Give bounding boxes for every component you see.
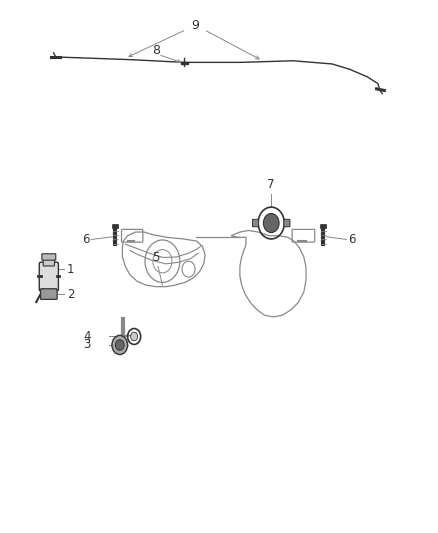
Text: 6: 6	[82, 233, 90, 246]
Circle shape	[112, 335, 127, 354]
FancyBboxPatch shape	[39, 262, 58, 291]
Text: 9: 9	[191, 19, 199, 32]
Text: 7: 7	[268, 178, 275, 191]
Text: 5: 5	[152, 251, 159, 264]
FancyBboxPatch shape	[321, 223, 326, 228]
Text: 8: 8	[152, 44, 160, 56]
FancyBboxPatch shape	[113, 223, 118, 228]
Text: 4: 4	[83, 330, 91, 343]
FancyBboxPatch shape	[253, 219, 258, 227]
Text: 6: 6	[348, 233, 356, 246]
FancyBboxPatch shape	[42, 254, 56, 260]
Text: 2: 2	[67, 288, 74, 301]
FancyBboxPatch shape	[43, 257, 54, 266]
Text: 1: 1	[67, 263, 74, 276]
Circle shape	[131, 332, 138, 341]
Text: 3: 3	[83, 338, 91, 351]
Bar	[181, 62, 187, 64]
Circle shape	[263, 214, 279, 232]
FancyBboxPatch shape	[284, 219, 290, 227]
FancyBboxPatch shape	[41, 289, 57, 300]
Circle shape	[116, 340, 124, 350]
